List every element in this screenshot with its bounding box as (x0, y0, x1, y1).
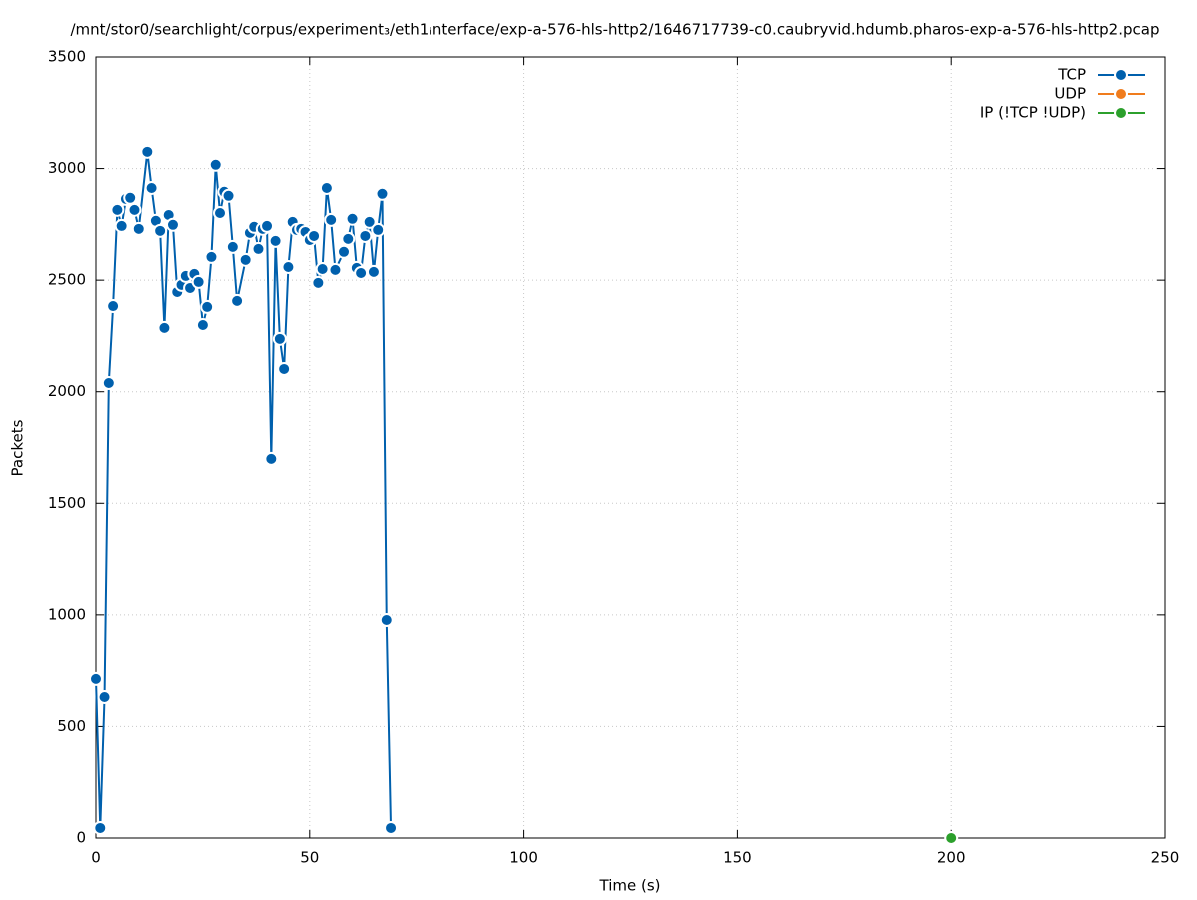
point (251, 241, 266, 256)
point (277, 361, 292, 376)
point (362, 214, 377, 229)
point (157, 320, 172, 335)
legend-swatch (1114, 68, 1128, 82)
legend-label: TCP (1057, 66, 1086, 84)
point (264, 451, 279, 466)
point (200, 299, 215, 314)
point (354, 266, 369, 281)
plot-frame (95, 56, 1166, 839)
point (221, 188, 236, 203)
legend-swatch (1114, 87, 1128, 101)
point (165, 217, 180, 232)
point (384, 820, 399, 835)
legend-swatch (1114, 106, 1128, 120)
point (144, 180, 159, 195)
point (366, 264, 381, 279)
point (140, 144, 155, 159)
point (379, 612, 394, 627)
y-tick-label: 3500 (48, 48, 86, 66)
point (238, 252, 253, 267)
point (345, 211, 360, 226)
point (208, 157, 223, 172)
point (153, 223, 168, 238)
point (230, 293, 245, 308)
x-axis-label: Time (s) (599, 877, 661, 895)
point (328, 262, 343, 277)
point (311, 275, 326, 290)
point (114, 218, 129, 233)
x-tick-label: 250 (1151, 849, 1180, 867)
point (89, 671, 103, 686)
point (341, 231, 356, 246)
y-tick-label: 3000 (48, 159, 86, 177)
point (307, 228, 322, 243)
chart-title: /mnt/stor0/searchlight/corpus/experiment… (71, 21, 1160, 39)
point (944, 831, 959, 845)
point (260, 218, 275, 233)
legend-label: UDP (1054, 85, 1086, 103)
x-tick-label: 150 (723, 849, 752, 867)
y-tick-label: 1500 (48, 494, 86, 512)
point (110, 202, 125, 217)
point (106, 299, 121, 314)
point (281, 259, 296, 274)
point (358, 228, 373, 243)
x-tick-label: 100 (509, 849, 538, 867)
y-tick-label: 2000 (48, 382, 86, 400)
point (324, 212, 339, 227)
point (127, 202, 142, 217)
point (191, 274, 206, 289)
y-tick-label: 1000 (48, 605, 86, 623)
point (371, 222, 386, 237)
point (315, 261, 330, 276)
point (268, 233, 283, 248)
x-tick-label: 200 (937, 849, 966, 867)
point (195, 317, 210, 332)
point (225, 239, 240, 254)
y-axis-label: Packets (9, 419, 27, 476)
y-tick-label: 2500 (48, 271, 86, 289)
point (101, 376, 116, 391)
point (123, 190, 138, 205)
point (375, 186, 390, 201)
point (272, 331, 287, 346)
point (204, 249, 219, 264)
x-tick-label: 0 (91, 849, 101, 867)
y-tick-label: 500 (57, 717, 86, 735)
legend-label: IP (!TCP !UDP) (980, 104, 1086, 122)
point (93, 820, 108, 835)
point (97, 689, 112, 704)
point (131, 221, 146, 236)
x-tick-label: 50 (300, 849, 319, 867)
point (213, 205, 228, 220)
point (337, 244, 352, 259)
point (319, 180, 334, 195)
y-tick-label: 0 (76, 829, 86, 847)
